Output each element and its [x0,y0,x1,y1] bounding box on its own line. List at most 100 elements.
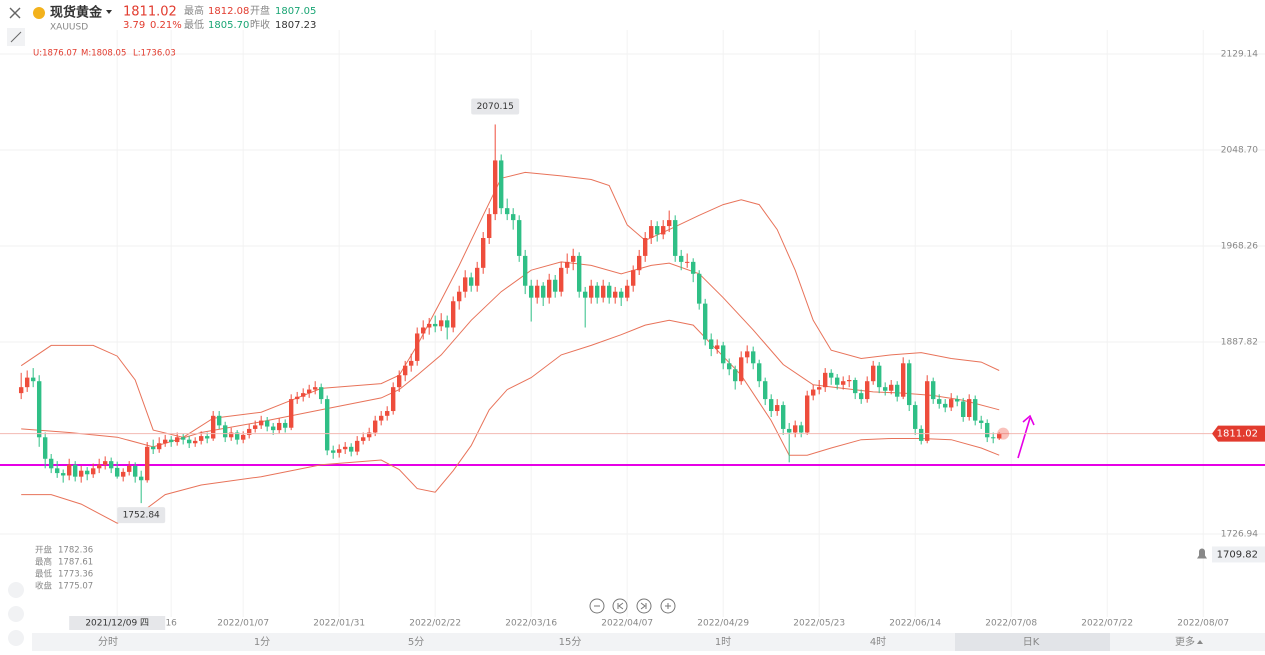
timeframe-button[interactable]: 更多 [1175,635,1195,648]
drawn-arrow [1017,414,1035,459]
to-end[interactable] [636,598,652,614]
candle-body [426,323,432,328]
zoom-in[interactable] [660,598,676,614]
zoom-controls [589,598,676,614]
y-tick-label: 2129.14 [1221,50,1258,60]
candle-body [372,420,378,433]
candle-body [648,226,654,238]
x-tick-label: 2022/04/07 [601,619,653,629]
candle-body [576,255,582,292]
candle-body [750,351,756,364]
candle-body [768,399,774,412]
to-start[interactable] [612,598,628,614]
candle-body [84,470,90,475]
last-price-dot [997,427,1010,440]
min-label: 1752.84 [123,511,160,521]
toolbar-active [955,633,1110,651]
timeframe-button[interactable]: 15分 [559,636,582,648]
expand-button[interactable] [7,28,25,46]
candle-body [762,381,768,400]
candle-body [258,420,264,426]
timeframe-button[interactable]: 4时 [870,636,886,648]
info-label: 开盘 [35,545,53,556]
x-tick-label: 2022/07/08 [985,619,1037,629]
timeframe-button[interactable]: 日K [1023,637,1040,648]
candle-body [102,461,108,465]
timeframe-button[interactable]: 1时 [715,636,731,648]
crosshair-label-bg [69,616,166,630]
candle-body [246,428,252,435]
draw-button[interactable] [8,606,24,622]
high-label: 最高 [184,4,204,17]
candle-body [342,446,348,450]
candle-body [534,285,540,298]
candle-body [804,395,810,433]
candle-body [966,399,972,417]
candle-body [114,467,120,477]
symbol: XAUUSD [50,23,88,33]
zoom-out[interactable] [589,598,605,614]
candle-body [528,285,534,298]
last-price-tag [1212,425,1265,442]
instrument-name[interactable]: 现货黄金 [50,5,103,21]
candle-body [996,433,1002,439]
x-tick-label: 2022/08/07 [1177,619,1229,629]
candle-body [234,432,240,440]
candle-body [612,291,618,298]
candle-body [678,255,684,262]
timeframe-button[interactable]: 分时 [98,636,118,648]
max-tag-bg [471,98,520,115]
x-tick-label: 2022/01/07 [217,619,269,629]
max-label: 2070.15 [477,102,514,112]
timeframe-button[interactable]: 5分 [408,636,424,648]
candle-body [270,426,276,431]
candle-body [630,270,636,286]
candle-body [480,237,486,268]
candle-body [306,389,312,394]
candle-body [402,365,408,376]
candle-body [840,381,846,385]
candle-body [348,446,354,452]
compare-button[interactable] [8,630,24,646]
candle-body [864,381,870,400]
plot: 2129.14 2048.70 1968.26 1887.82 1726.94 2021/… [0,30,1265,630]
dropdown-caret[interactable] [106,10,112,14]
candle-body [972,399,978,421]
candle-body [468,277,474,286]
candle-body [78,470,84,477]
candle-body [618,291,624,298]
band-middle [21,261,1000,448]
candle-body [192,440,198,444]
open: 1807.05 [275,6,316,17]
timeframe-button[interactable]: 1分 [254,636,270,648]
toolbar-items: 分时 1分 5分 15分 1时 4时 日K 更多 [98,635,1203,648]
y-tick-label: 2048.70 [1221,146,1258,156]
candle-body [780,405,786,429]
close-button[interactable] [9,7,21,19]
candle-body [672,220,678,256]
candle-body [360,437,366,441]
candle-body [786,428,792,433]
candle-body [54,468,60,474]
candle-body [738,357,744,382]
candle-body [474,267,480,286]
x-tick-label: 2022/07/22 [1081,619,1133,629]
candle-body [174,437,180,443]
candle-body [570,255,576,262]
indicator-button[interactable] [8,582,24,598]
candle-body [666,220,672,227]
candle-body [720,345,726,364]
alert-bell[interactable] [1197,548,1207,559]
candle-body [606,285,612,298]
x-tick-label: 2022/06/14 [889,619,941,629]
candle-body [204,436,210,439]
candle-body [870,365,876,382]
candle-body [390,387,396,412]
change: 3.79 [123,20,145,31]
x-tick-label: 16 [165,619,177,629]
candle-body [948,399,954,408]
candle-body [924,381,930,441]
candle-body [324,399,330,451]
candle-body [516,220,522,256]
